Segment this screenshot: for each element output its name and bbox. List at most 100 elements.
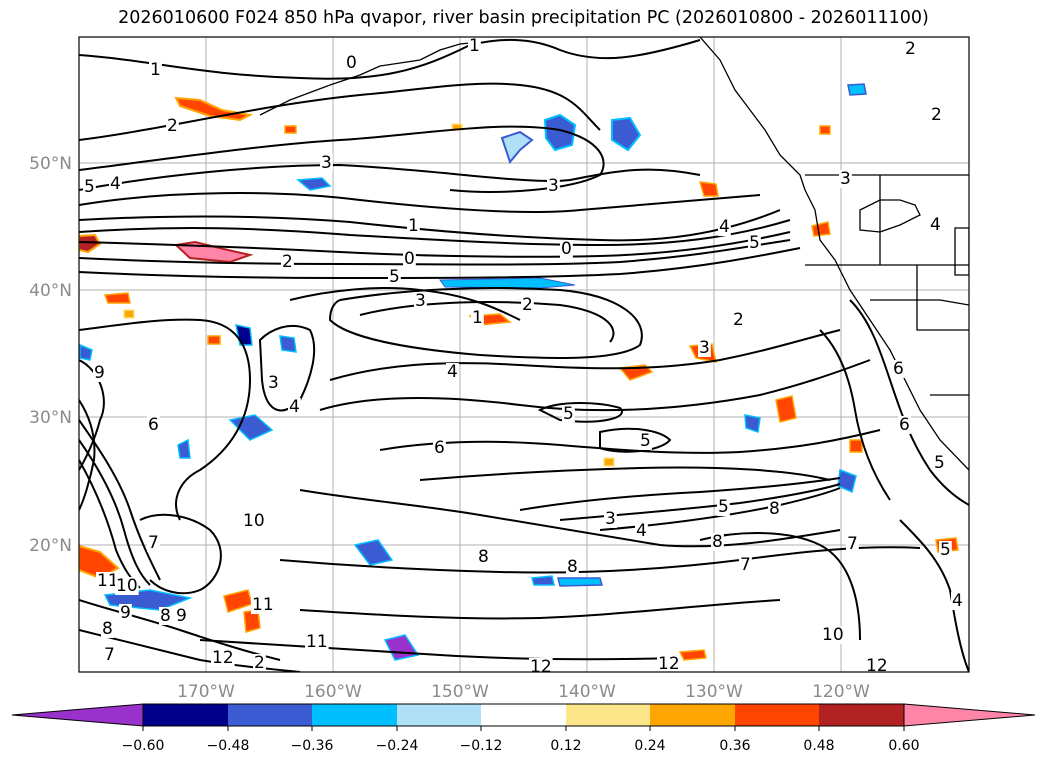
contour-label-halo	[933, 454, 946, 472]
coastlines	[259, 37, 969, 471]
contour-label-halo	[711, 533, 724, 551]
contour-label-halo	[93, 364, 106, 382]
contour-label: 0	[346, 53, 357, 73]
colorbar-bin	[312, 704, 397, 726]
contour-label-halo	[718, 218, 731, 236]
map-panel: 2 1 0 2 1 2 3 3 4 5 1 0 2 0 5 3 2 1 4 3 …	[79, 36, 969, 676]
colorbar-tick-label: 0.24	[634, 738, 665, 754]
contour-label-halo	[407, 217, 420, 235]
contour-label: 2	[905, 39, 916, 59]
contour-label: 4	[930, 215, 941, 235]
contour-label: 12	[866, 656, 888, 676]
contour-label-halo	[103, 646, 116, 664]
contour-label: 1	[408, 216, 419, 236]
colorbar: −0.60 −0.48 −0.36 −0.24 −0.12 0.12 0.24 …	[11, 703, 1036, 754]
colorbar-tick-label: 0.48	[803, 738, 834, 754]
lon-label-150w: 150°W	[431, 682, 489, 702]
contour-label-halo	[251, 596, 275, 614]
contour-label: 2	[931, 105, 942, 125]
contour-label: 5	[718, 497, 729, 517]
contour-label-halo	[83, 178, 96, 196]
colorbar-tick-label: −0.48	[207, 738, 250, 754]
contour-label: 10	[116, 576, 138, 596]
lon-label-120w: 120°W	[812, 682, 870, 702]
colorbar-extend-min	[11, 703, 144, 727]
contour-label-halo	[635, 522, 648, 540]
colorbar-bin	[228, 704, 312, 726]
contour-label-halo	[211, 649, 235, 667]
contour-label-halo	[166, 117, 179, 135]
contour-label: 11	[306, 632, 328, 652]
contour-label-halo	[657, 655, 681, 672]
contour-label-halo	[288, 398, 301, 416]
contour-label: 5	[84, 177, 95, 197]
contour-label-halo	[865, 657, 889, 672]
contour-label-halo	[930, 106, 943, 124]
contour-label: 11	[97, 571, 119, 591]
contour-label-halo	[115, 577, 139, 595]
contour-label-halo	[320, 154, 333, 172]
lat-label-30n: 30°N	[29, 408, 72, 428]
contour-label: 4	[952, 591, 963, 611]
contour-label-halo	[892, 360, 905, 378]
contour-label: 12	[212, 648, 234, 668]
contour-label: 5	[940, 540, 951, 560]
contour-label-halo	[96, 572, 120, 590]
lat-label-20n: 20°N	[29, 536, 72, 556]
contour-label-halo	[904, 40, 917, 58]
contour-label-halo	[562, 405, 575, 423]
contour-label: 3	[548, 176, 559, 196]
contour-label: 2	[254, 653, 265, 673]
colorbar-tick-label: −0.36	[291, 738, 334, 754]
map-frame	[78, 36, 970, 673]
contour-label: 5	[563, 404, 574, 424]
contour-label: 2	[167, 116, 178, 136]
contour-label-halo	[345, 54, 358, 72]
contour-label: 1	[469, 36, 480, 56]
contour-label-halo	[939, 541, 952, 559]
contour-label-halo	[149, 61, 162, 79]
contour-label: 9	[176, 606, 187, 626]
contour-label: 7	[740, 555, 751, 575]
contour-label: 0	[404, 249, 415, 269]
contour-label: 7	[847, 534, 858, 554]
contour-label: 9	[120, 603, 131, 623]
contour-label-halo	[521, 296, 534, 314]
contour-label-halo	[119, 604, 132, 622]
colorbar-frame	[142, 703, 905, 727]
contour-label-halo	[566, 558, 579, 576]
contour-label: 5	[749, 233, 760, 253]
contour-label-halo	[471, 309, 484, 327]
contour-label-halo	[951, 592, 964, 610]
contour-label-halo	[560, 240, 573, 258]
contour-label-halo	[468, 37, 481, 55]
lat-label-50n: 50°N	[29, 154, 72, 174]
contour-label: 6	[148, 415, 159, 435]
colorbar-bin	[819, 704, 904, 726]
contour-label: 4	[636, 521, 647, 541]
contour-label: 2	[733, 310, 744, 330]
contour-label: 0	[561, 239, 572, 259]
colorbar-tick-label: 0.12	[550, 738, 581, 754]
contour-label-halo	[839, 170, 852, 188]
contour-label: 4	[447, 362, 458, 382]
contour-label: 2	[282, 252, 293, 272]
contour-label-halo	[281, 253, 294, 271]
colorbar-bin	[566, 704, 650, 726]
map-title: 2026010600 F024 850 hPa qvapor, river ba…	[118, 8, 929, 28]
contour-label-halo	[768, 500, 781, 518]
contour-label: 3	[321, 153, 332, 173]
contour-label-halo	[147, 416, 160, 434]
lon-label-160w: 160°W	[304, 682, 362, 702]
contour-label: 8	[160, 606, 171, 626]
colorbar-bin	[143, 704, 228, 726]
colorbar-tick-label: 0.36	[719, 738, 750, 754]
colorbar-bin	[481, 704, 566, 726]
contour-label-halo	[109, 175, 122, 193]
colorbar-bin	[397, 704, 481, 726]
contour-label: 11	[252, 595, 274, 615]
colorbar-bin	[650, 704, 735, 726]
contour-label: 3	[268, 373, 279, 393]
contour-label-halo	[242, 512, 266, 530]
contour-label-halo	[175, 607, 188, 625]
